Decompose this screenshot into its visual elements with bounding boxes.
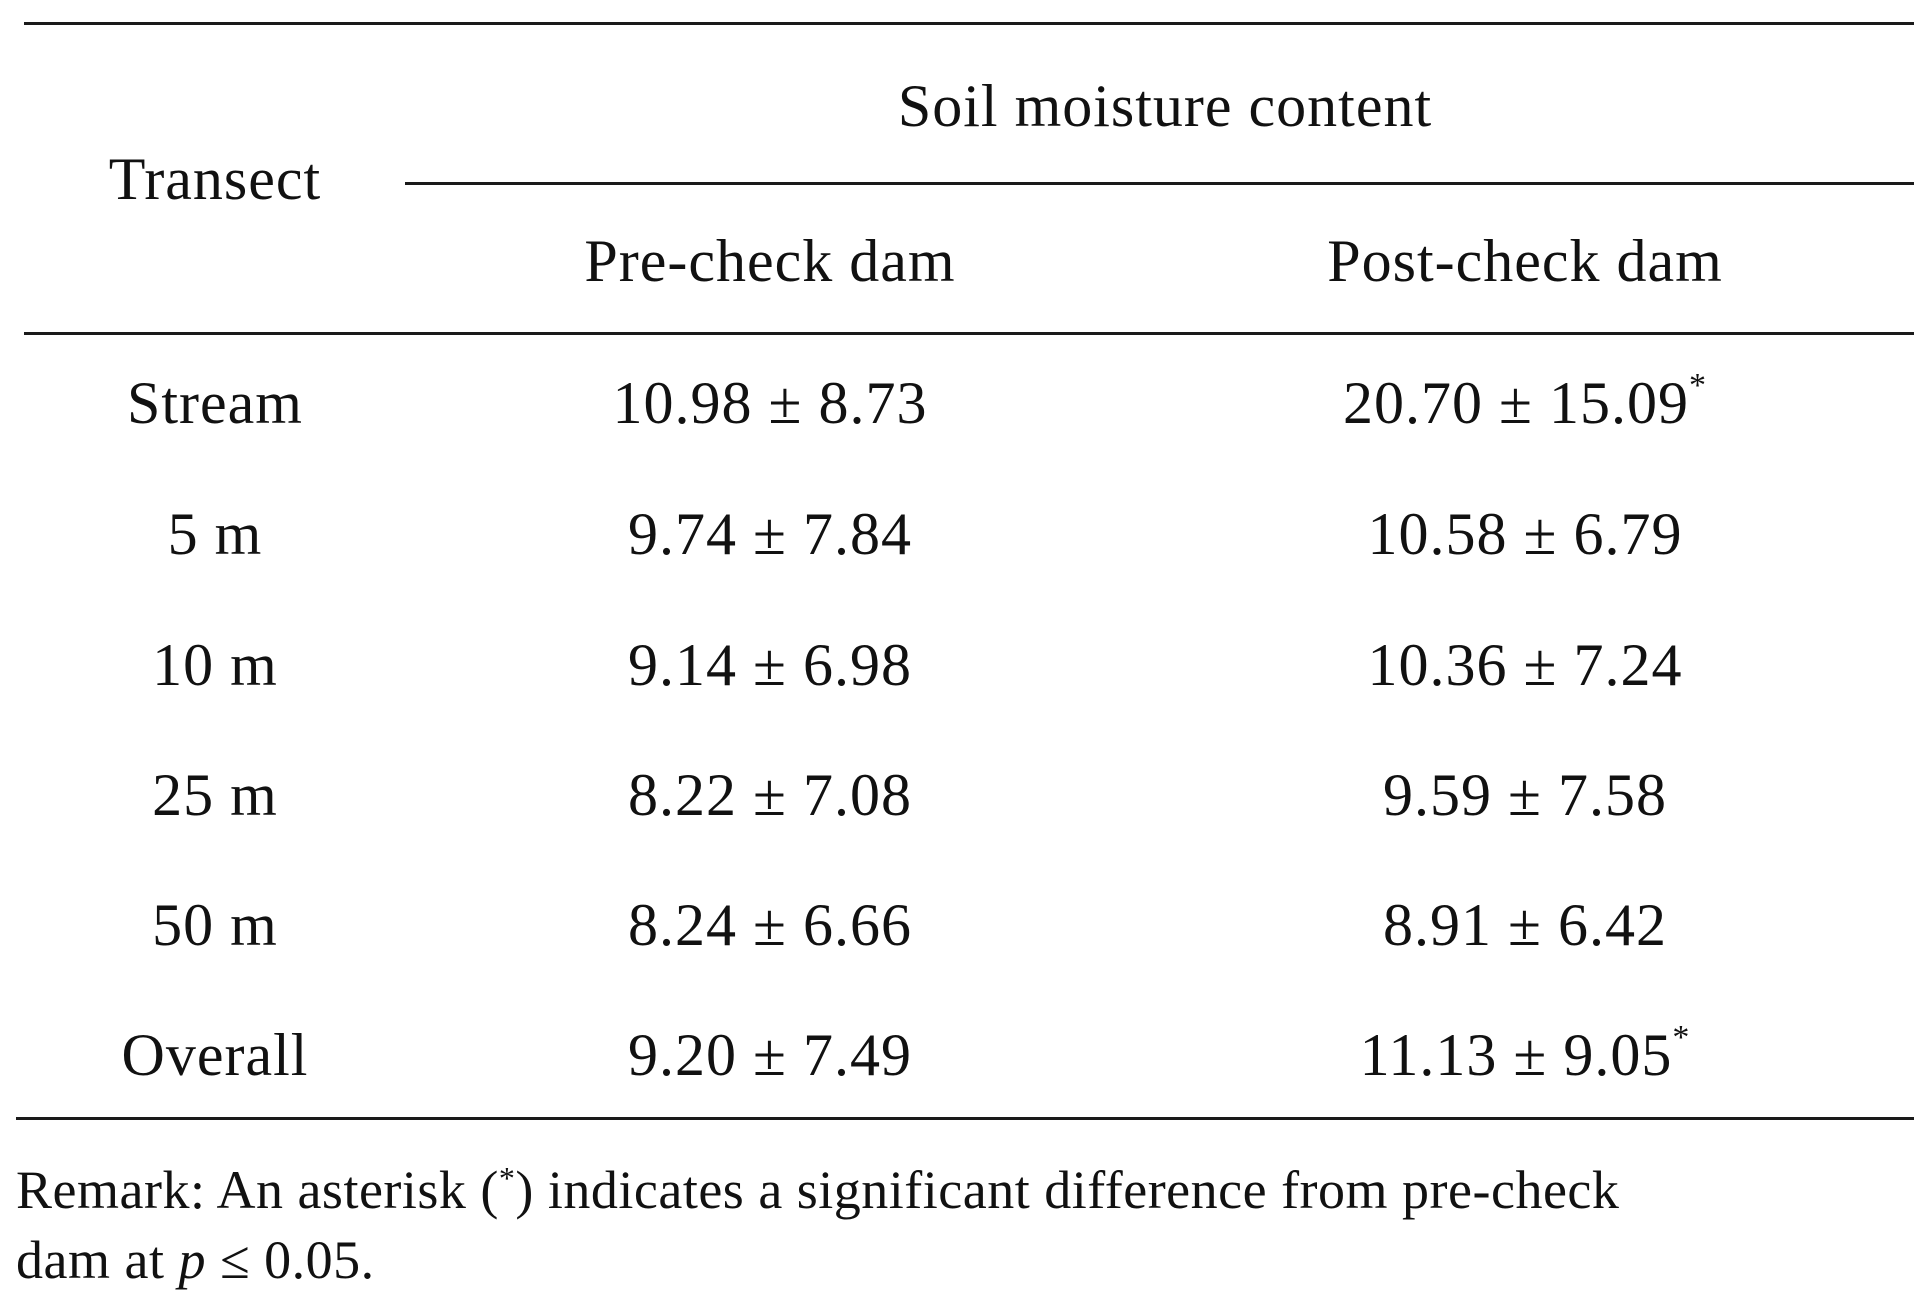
table-remark: Remark: An asterisk (*) indicates a sign… [16, 1155, 1911, 1295]
row-50m-pre: 8.24 ± 6.66 [628, 892, 912, 958]
row-50m-post: 8.91 ± 6.42 [1383, 892, 1667, 958]
row-overall-post-asterisk: * [1672, 1019, 1691, 1056]
table-top-rule [24, 22, 1914, 25]
table-bottom-rule [16, 1117, 1914, 1120]
row-stream-post: 20.70 ± 15.09* [1240, 367, 1810, 439]
header-post-check-dam: Post-check dam [1327, 228, 1723, 294]
row-stream-post-asterisk: * [1688, 367, 1707, 404]
row-5m-post: 10.58 ± 6.79 [1367, 501, 1683, 567]
row-stream-pre: 10.98 ± 8.73 [612, 370, 928, 436]
row-10m-pre: 9.14 ± 6.98 [628, 632, 912, 698]
header-bottom-rule [24, 332, 1914, 335]
row-10m-transect: 10 m [152, 632, 278, 698]
header-soil-moisture-content: Soil moisture content [897, 73, 1433, 139]
row-10m-post: 10.36 ± 7.24 [1367, 632, 1683, 698]
row-overall-post: 11.13 ± 9.05* [1240, 1019, 1810, 1091]
group-header-rule [405, 182, 1914, 185]
row-5m-transect: 5 m [167, 501, 263, 567]
remark-p-symbol: p [178, 1230, 206, 1290]
row-5m-pre: 9.74 ± 7.84 [628, 501, 912, 567]
remark-text-4: ≤ 0.05. [205, 1230, 375, 1290]
row-stream-post-value: 20.70 ± 15.09 [1343, 370, 1689, 436]
header-transect: Transect [108, 146, 322, 212]
remark-text-3: dam at [16, 1230, 179, 1290]
row-25m-pre: 8.22 ± 7.08 [628, 762, 912, 828]
row-overall-transect: Overall [121, 1022, 309, 1088]
remark-asterisk: * [498, 1160, 516, 1196]
row-overall-pre: 9.20 ± 7.49 [628, 1022, 912, 1088]
row-stream-transect: Stream [127, 370, 303, 436]
remark-text-2: ) indicates a significant difference fro… [515, 1160, 1620, 1220]
row-25m-post: 9.59 ± 7.58 [1383, 762, 1667, 828]
row-50m-transect: 50 m [152, 892, 278, 958]
remark-text-1: Remark: An asterisk ( [16, 1160, 499, 1220]
row-25m-transect: 25 m [152, 762, 278, 828]
header-pre-check-dam: Pre-check dam [584, 228, 956, 294]
row-overall-post-value: 11.13 ± 9.05 [1359, 1022, 1673, 1088]
